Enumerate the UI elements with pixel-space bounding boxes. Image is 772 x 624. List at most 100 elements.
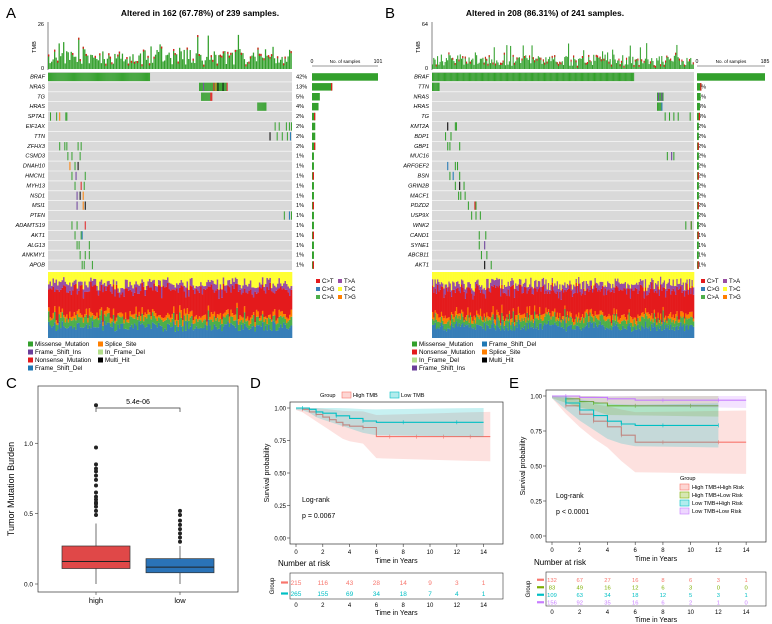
gene-label-braf: BRAF: [414, 75, 430, 81]
mutation-cell: [203, 93, 204, 101]
mutation-cell: [659, 103, 660, 111]
sample-count-bar: [697, 73, 765, 81]
mutation-cell: [54, 73, 55, 81]
mutation-cell: [471, 73, 472, 81]
mutation-cell: [206, 83, 207, 91]
tmb-bar: [185, 64, 186, 69]
mutation-cell: [59, 73, 60, 81]
mutation-cell: [131, 73, 132, 81]
sample-count-bar-other: [700, 83, 701, 91]
mutation-cell: [623, 73, 624, 81]
tmb-bar-nonsense: [212, 60, 213, 62]
tmb-bar: [143, 50, 144, 69]
sample-count-bar: [697, 93, 701, 101]
tmb-bar: [211, 55, 212, 69]
tmb-bar: [504, 53, 505, 69]
gene-label-myh13: MYH13: [26, 183, 46, 189]
tmb-bar: [286, 62, 287, 69]
mutation-cell: [66, 142, 67, 150]
figure: A B C D E Altered in 162 (67.78%) of 239…: [0, 0, 772, 624]
sample-count-bar: [312, 162, 314, 170]
mutation-cell: [461, 73, 462, 81]
mutation-legend-label: Splice_Site: [489, 349, 521, 356]
tmb-bar: [176, 54, 177, 69]
legend-label: Low TMB: [401, 393, 425, 399]
risk-x-tick-label: 2: [578, 610, 582, 616]
tmb-bar-nonsense: [693, 62, 694, 64]
tmb-bar: [161, 47, 162, 69]
mutation-cell: [560, 73, 561, 81]
tmb-bar: [155, 55, 156, 69]
mutation-cell: [596, 73, 597, 81]
outlier-point: [94, 467, 98, 471]
tmb-bar: [647, 59, 648, 69]
mutation-cell: [135, 73, 136, 81]
mutation-legend-swatch: [98, 350, 103, 355]
tmb-bar: [78, 38, 79, 69]
gene-pct-pdzd2: 2%: [698, 203, 706, 209]
mutation-cell: [91, 73, 92, 81]
tmb-bar-nonsense: [689, 59, 690, 61]
oncoprint-panel-b: 640TMBBRAF77%TTN5%NRAS4%HRAS3%TG3%KMT2A2…: [402, 22, 769, 372]
risk-count: 34: [373, 591, 381, 598]
mutation-cell: [474, 202, 475, 210]
mutation-cell: [515, 73, 516, 81]
outlier-point: [94, 462, 98, 466]
mutation-cell: [590, 73, 591, 81]
tmb-bar: [578, 59, 579, 69]
x-tick-label: 6: [375, 550, 379, 556]
mutation-cell: [212, 83, 213, 91]
tmb-bar: [93, 58, 94, 69]
mutation-cell: [535, 73, 536, 81]
gene-label-bsn: BSN: [417, 174, 429, 180]
sample-count-bar: [697, 103, 700, 111]
tmb-bar: [75, 57, 76, 69]
risk-table-title: Number at risk: [278, 559, 331, 568]
risk-table-ylabel: Group: [270, 577, 276, 594]
tmb-bar: [494, 47, 495, 69]
tmb-bar: [440, 62, 441, 69]
sample-count-bar: [697, 152, 699, 160]
p-value-label: p < 0.0001: [556, 509, 589, 516]
tmb-max-label: 26: [38, 22, 44, 28]
tmb-bar-nonsense: [137, 61, 138, 63]
tmb-bar-nonsense: [516, 57, 517, 59]
outlier-point: [178, 540, 182, 544]
mutation-cell: [120, 73, 121, 81]
tmb-bar-nonsense: [684, 64, 685, 66]
risk-count: 0: [717, 586, 720, 592]
tmb-bar-nonsense: [597, 55, 598, 57]
tmb-bar: [661, 56, 662, 69]
mutation-cell: [83, 192, 84, 200]
risk-x-axis-label: Time in Years: [635, 617, 678, 624]
risk-x-tick-label: 4: [348, 603, 352, 609]
gene-label-akt1: AKT1: [414, 263, 429, 269]
mutation-cell: [568, 73, 569, 81]
tmb-bar-nonsense: [241, 53, 242, 55]
mutation-legend-label: Multi_Hit: [489, 357, 514, 364]
tmb-bar: [116, 58, 117, 69]
tmb-bar: [108, 53, 109, 69]
legend-label: Low TMB+High Risk: [692, 501, 743, 507]
tmb-bar-nonsense: [54, 50, 55, 52]
mutation-cell: [671, 152, 672, 160]
mutation-cell: [437, 83, 438, 91]
sample-count-bar-other: [698, 232, 699, 240]
legend-label: Low TMB+Low Risk: [692, 509, 742, 515]
risk-count: 69: [346, 591, 354, 598]
risk-count: 34: [604, 593, 611, 599]
mutation-cell: [453, 73, 454, 81]
tmb-bar: [448, 52, 449, 69]
gene-pct-braf: 42%: [296, 75, 307, 81]
tmb-bar-nonsense: [470, 62, 471, 64]
tmb-bar: [71, 52, 72, 69]
snv-legend-label: C>T: [707, 279, 719, 285]
tmb-bar: [472, 59, 473, 69]
mutation-cell: [446, 73, 447, 81]
sample-count-bar-other: [698, 143, 699, 151]
tmb-bar-nonsense: [117, 54, 118, 56]
snv-legend-swatch: [701, 295, 705, 299]
mutation-cell: [63, 73, 64, 81]
mutation-cell: [141, 73, 142, 81]
mutation-cell: [457, 162, 458, 170]
